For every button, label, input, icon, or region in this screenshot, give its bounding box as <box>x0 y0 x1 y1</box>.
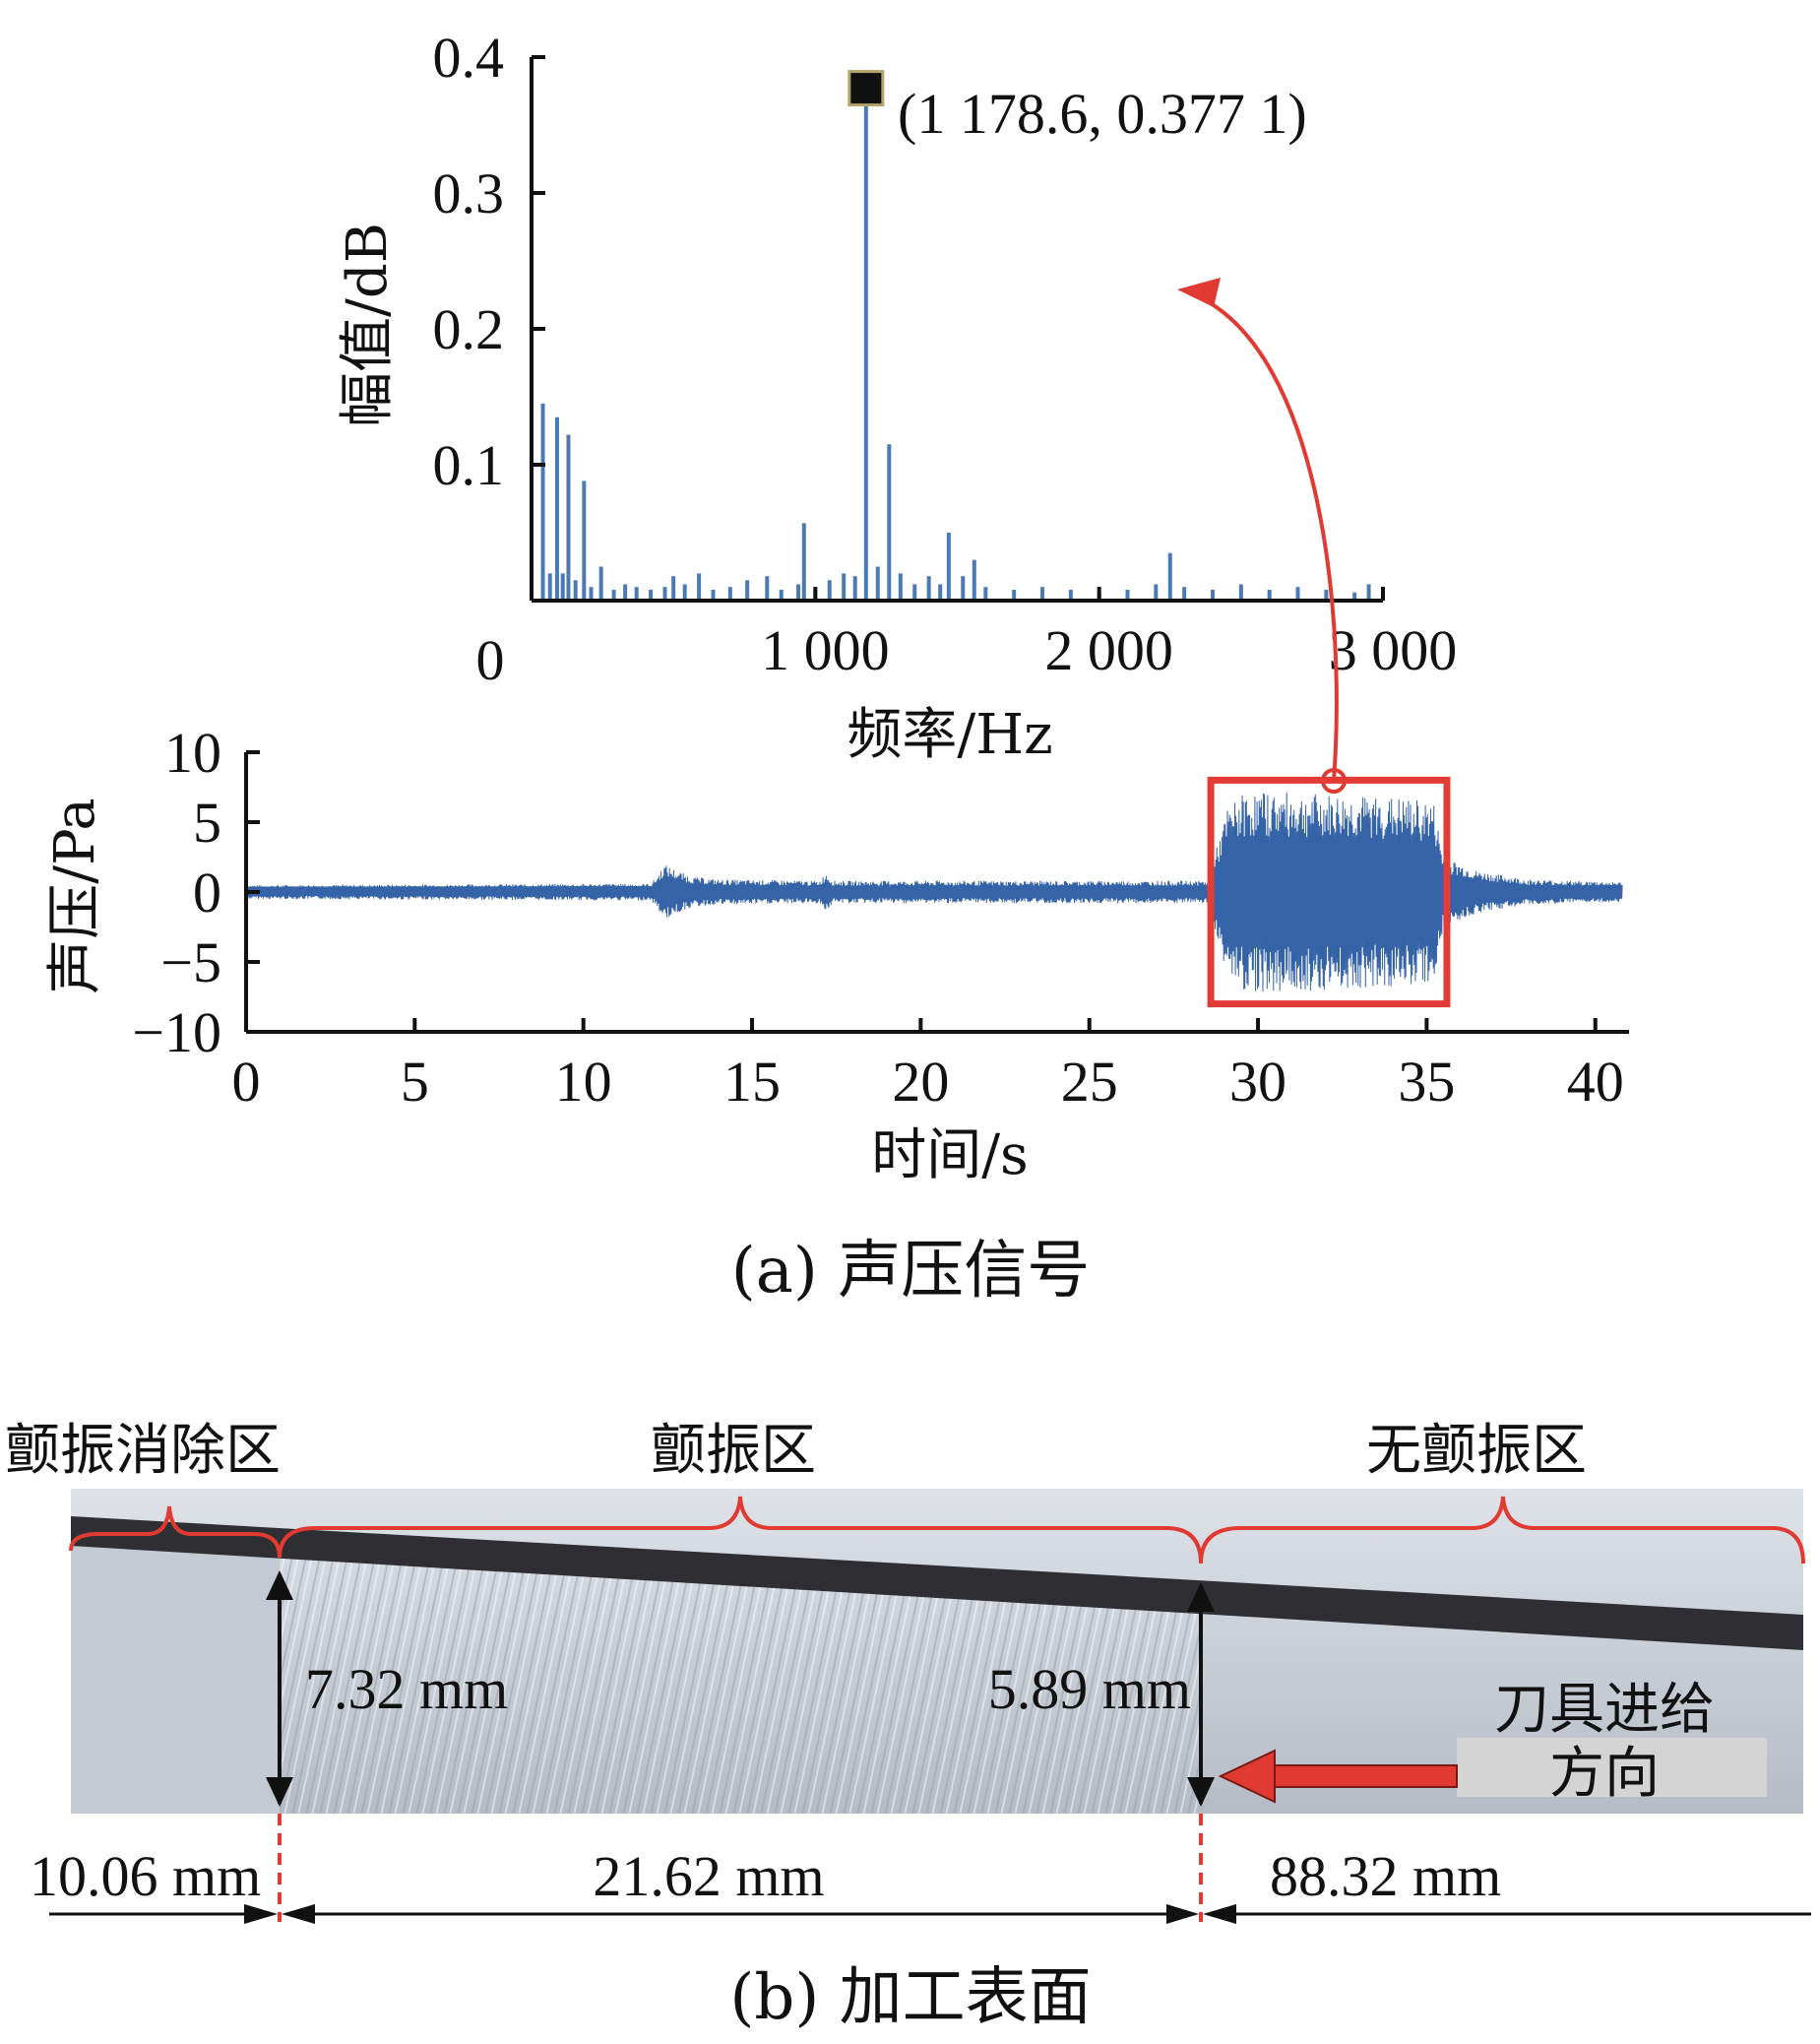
pressure-x-tick-label: 10 <box>555 1050 612 1114</box>
length-dimensions: 10.06 mm 21.62 mm 88.32 mm <box>30 1814 1811 1924</box>
dim-line-2-right-head <box>1166 1904 1199 1924</box>
feed-arrow-shaft <box>1269 1764 1458 1788</box>
pressure-x-tick-label: 25 <box>1061 1050 1118 1114</box>
length-label-1: 10.06 mm <box>30 1844 261 1908</box>
height-arrow-2-top <box>1187 1582 1215 1612</box>
caption-b: (b) 加工表面 <box>729 1961 1091 2034</box>
zone-label-no-chatter: 无颤振区 <box>1366 1419 1587 1483</box>
dim-line-3-head <box>1203 1904 1236 1924</box>
height-label-1: 7.32 mm <box>305 1657 508 1721</box>
pressure-y-label: 声压/Pa <box>43 798 107 993</box>
tool-edge-band <box>71 1516 1803 1650</box>
machined-surface-photo: 颤振消除区 颤振区 无颤振区 7.32 mm 5.89 mm 刀具进给 方向 <box>5 1419 1805 1814</box>
zone-label-chatter-eliminated: 颤振消除区 <box>5 1419 281 1483</box>
height-arrow-2-bottom <box>1187 1777 1215 1807</box>
spectrum-x-tick-label: 0 <box>476 628 505 692</box>
link-arrow <box>1190 291 1339 782</box>
brace-chatter-eliminated <box>69 1505 282 1559</box>
brace-chatter <box>278 1496 1203 1565</box>
dim-line-1-head <box>244 1904 278 1924</box>
pressure-x-tick-label: 30 <box>1229 1050 1287 1114</box>
length-label-3: 88.32 mm <box>1270 1844 1501 1908</box>
spectrum-x-tick-label: 1 000 <box>761 618 890 682</box>
pressure-x-tick-label: 35 <box>1398 1050 1455 1114</box>
spectrum-y-tick-label: 0.3 <box>433 161 505 225</box>
pressure-x-tick-label: 5 <box>401 1050 429 1114</box>
spectrum-bars <box>540 88 1371 601</box>
spectrum-chart: 0.1 0.2 0.3 0.4 0 1 000 2 000 3 000 (1 178.6, … <box>336 26 1457 767</box>
feed-direction-label-line1: 刀具进给 <box>1494 1678 1715 1742</box>
pressure-x-tick-label: 15 <box>723 1050 781 1114</box>
pressure-x-tick-label: 40 <box>1567 1050 1624 1114</box>
dim-line-2-left-head <box>282 1904 315 1924</box>
height-arrow-1-bottom <box>266 1777 293 1807</box>
height-arrow-1-top <box>266 1570 293 1600</box>
chatter-highlight-box <box>1207 776 1451 1008</box>
chatter-marks <box>280 1558 1201 1814</box>
spectrum-x-label: 频率/Hz <box>847 703 1052 767</box>
spectrum-y-label: 幅值/dB <box>336 223 400 427</box>
pressure-x-tick-label: 20 <box>892 1050 949 1114</box>
spectrum-y-tick-label: 0.1 <box>433 433 505 497</box>
caption-a: (a) 声压信号 <box>731 1235 1090 1308</box>
brace-no-chatter <box>1199 1496 1805 1565</box>
pressure-y-tick-label: −5 <box>160 930 221 994</box>
length-label-2: 21.62 mm <box>593 1844 824 1908</box>
peak-marker <box>847 70 885 107</box>
link-arrow-head <box>1177 278 1221 307</box>
spectrum-y-tick-label: 0.2 <box>433 297 505 361</box>
left-clean-surface <box>71 1536 280 1814</box>
pressure-x-ticks: 0 5 10 15 20 25 30 35 40 <box>232 1018 1624 1114</box>
spectrum-x-tick-label: 3 000 <box>1329 618 1458 682</box>
spectrum-y-ticks: 0.1 0.2 0.3 0.4 <box>433 26 545 497</box>
feed-label-backdrop <box>1457 1738 1767 1797</box>
pressure-signal <box>245 792 1623 991</box>
pressure-y-tick-label: 10 <box>164 721 221 785</box>
pressure-y-tick-label: −10 <box>132 1000 221 1064</box>
feed-direction-label-line2: 方向 <box>1549 1742 1660 1806</box>
pressure-y-tick-label: 0 <box>193 861 221 925</box>
pressure-y-tick-label: 5 <box>193 791 221 855</box>
feed-arrow-head <box>1218 1749 1276 1804</box>
zone-label-chatter: 颤振区 <box>651 1419 816 1483</box>
pressure-x-label: 时间/s <box>871 1123 1029 1187</box>
spectrum-x-ticks: 0 1 000 2 000 3 000 <box>476 587 1458 692</box>
pressure-x-tick-label: 0 <box>232 1050 261 1114</box>
peak-label: (1 178.6, 0.377 1) <box>898 82 1307 146</box>
height-label-2: 5.89 mm <box>988 1657 1191 1721</box>
spectrum-x-tick-label: 2 000 <box>1044 618 1173 682</box>
spectrum-y-tick-label: 0.4 <box>433 26 505 90</box>
